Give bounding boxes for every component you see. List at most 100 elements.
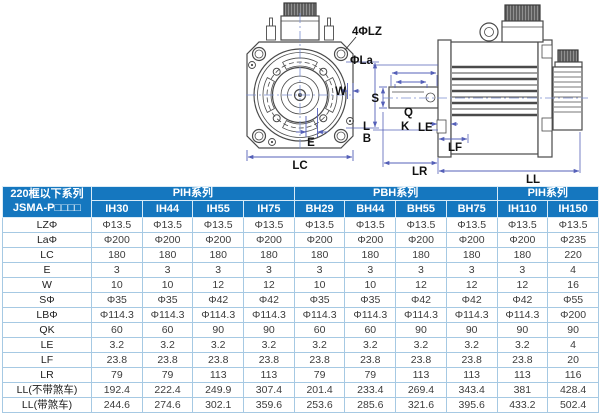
value-cell: 3 — [141, 262, 194, 278]
corner-mounting-holes — [251, 46, 349, 144]
column-header: BH29 — [293, 200, 346, 218]
value-cell: Φ114.3 — [293, 307, 346, 323]
value-cell: 16 — [547, 277, 599, 293]
value-cell: 10 — [344, 277, 397, 293]
value-cell: Φ35 — [91, 292, 143, 308]
value-cell: 3.2 — [293, 337, 346, 353]
arc-slots — [262, 57, 338, 133]
value-cell: 3 — [243, 262, 295, 278]
column-header-row: IH30 IH44 IH55 IH75 BH29 BH44 BH55 BH75 IH110 IH1… — [3, 200, 599, 218]
table-row: LR 79 79 113 113 79 79 113 113 113 116 — [2, 367, 599, 383]
value-cell: Φ114.3 — [243, 307, 295, 323]
label-ll: LL — [526, 174, 540, 186]
value-cell: Φ200 — [243, 232, 295, 248]
value-cell: Φ35 — [293, 292, 346, 308]
value-cell: 60 — [141, 322, 194, 338]
table-row: W 10 10 12 12 10 10 12 12 12 16 — [2, 277, 599, 293]
value-cell: 113 — [243, 367, 295, 383]
front-centerlines — [246, 13, 354, 150]
value-cell: 180 — [243, 247, 295, 263]
value-cell: 90 — [496, 322, 549, 338]
value-cell: 23.8 — [192, 352, 245, 368]
column-header: IH30 — [91, 200, 143, 218]
label-e: E — [307, 137, 315, 149]
value-cell: 3.2 — [496, 337, 549, 353]
value-cell: 90 — [243, 322, 295, 338]
value-cell: 302.1 — [192, 397, 245, 413]
value-cell: 3 — [496, 262, 549, 278]
value-cell: 321.6 — [395, 397, 447, 413]
label-lf: LF — [448, 142, 462, 154]
value-cell: 3.2 — [344, 337, 397, 353]
value-cell: 79 — [91, 367, 143, 383]
label-w: W — [335, 86, 346, 98]
value-cell: 285.6 — [344, 397, 397, 413]
value-cell: 12 — [445, 277, 498, 293]
value-cell: 3.2 — [395, 337, 447, 353]
row-label-cell: W — [2, 277, 92, 293]
dimension-drawings: 4ΦLZ ΦLa W E LC L B — [246, 2, 588, 186]
value-cell: 79 — [141, 367, 194, 383]
value-cell: 180 — [141, 247, 194, 263]
value-cell: 23.8 — [141, 352, 194, 368]
value-cell: 12 — [496, 277, 549, 293]
value-cell: 10 — [293, 277, 346, 293]
value-cell: 180 — [344, 247, 397, 263]
value-cell: 12 — [395, 277, 447, 293]
value-cell: 12 — [192, 277, 245, 293]
value-cell: 113 — [496, 367, 549, 383]
table-row: LE 3.2 3.2 3.2 3.2 3.2 3.2 3.2 3.2 3.2 4 — [2, 337, 599, 353]
value-cell: 244.6 — [91, 397, 143, 413]
value-cell: 90 — [547, 322, 599, 338]
column-header: IH150 — [547, 200, 599, 218]
table-row: QK 60 60 90 90 60 60 90 90 90 90 — [2, 322, 599, 338]
column-header: BH55 — [395, 200, 447, 218]
column-header: IH44 — [141, 200, 194, 218]
value-cell: 180 — [445, 247, 498, 263]
value-cell: 113 — [192, 367, 245, 383]
corner-header-line1: 220框以下系列 — [10, 188, 84, 201]
label-k: K — [401, 121, 410, 133]
value-cell: 3 — [91, 262, 143, 278]
value-cell: Φ114.3 — [91, 307, 143, 323]
column-header: IH110 — [496, 200, 549, 218]
value-cell: 180 — [192, 247, 245, 263]
value-cell: 60 — [293, 322, 346, 338]
value-cell: 395.6 — [445, 397, 498, 413]
value-cell: 3 — [192, 262, 245, 278]
value-cell: 307.4 — [243, 382, 295, 398]
value-cell: Φ114.3 — [395, 307, 447, 323]
value-cell: 23.8 — [496, 352, 549, 368]
label-phila: ΦLa — [350, 55, 373, 67]
value-cell: Φ200 — [91, 232, 143, 248]
cooling-fins — [452, 65, 537, 117]
value-cell: Φ200 — [395, 232, 447, 248]
spec-table: 220框以下系列 JSMA-P□□□□ PIH系列 PBH系列 PIH系列 IH30… — [2, 186, 599, 413]
value-cell: Φ13.5 — [344, 217, 397, 233]
value-cell: 201.4 — [293, 382, 346, 398]
power-connector-side — [501, 4, 544, 43]
value-cell: 192.4 — [91, 382, 143, 398]
value-cell: 249.9 — [192, 382, 245, 398]
value-cell: Φ114.3 — [141, 307, 194, 323]
table-row: LF 23.8 23.8 23.8 23.8 23.8 23.8 23.8 23.8 23.8 20 — [2, 352, 599, 368]
table-row: LZΦ Φ13.5 Φ13.5 Φ13.5 Φ13.5 Φ13.5 Φ13.5 Φ13.5 Φ1… — [2, 217, 599, 233]
value-cell: 381 — [496, 382, 549, 398]
value-cell: 23.8 — [344, 352, 397, 368]
value-cell: Φ200 — [547, 307, 599, 323]
value-cell: Φ42 — [395, 292, 447, 308]
value-cell: 180 — [395, 247, 447, 263]
group-header-row: 220框以下系列 JSMA-P□□□□ PIH系列 PBH系列 PIH系列 — [2, 186, 599, 218]
value-cell: Φ55 — [547, 292, 599, 308]
value-cell: Φ13.5 — [91, 217, 143, 233]
value-cell: 3 — [293, 262, 346, 278]
value-cell: 90 — [192, 322, 245, 338]
value-cell: 12 — [243, 277, 295, 293]
spec-table-head: 220框以下系列 JSMA-P□□□□ PIH系列 PBH系列 PIH系列 IH30… — [2, 186, 599, 218]
value-cell: Φ13.5 — [243, 217, 295, 233]
value-cell: Φ13.5 — [192, 217, 245, 233]
value-cell: 60 — [91, 322, 143, 338]
label-s: S — [371, 93, 379, 105]
value-cell: 60 — [344, 322, 397, 338]
